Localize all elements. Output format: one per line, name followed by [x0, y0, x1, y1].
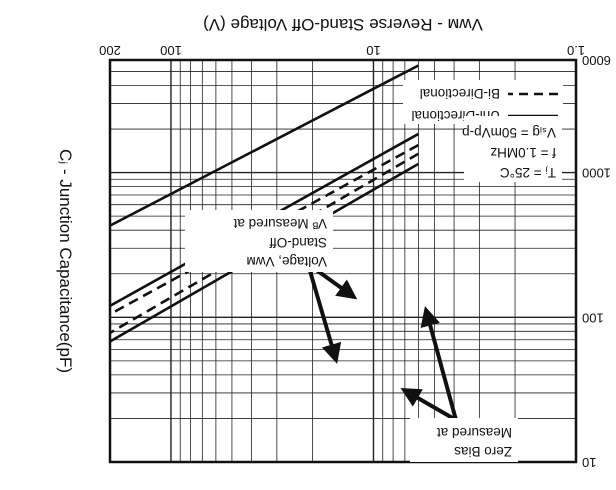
y-tick-label: 10	[582, 455, 596, 470]
annotation-zero-bias: Zero Bias Measured at	[410, 418, 518, 462]
series-line-dashed	[109, 143, 420, 316]
y-tick-label: 100	[582, 310, 604, 325]
annotation-standoff-line-1: Voltage, Vᴡᴍ	[246, 254, 327, 269]
annotation-standoff: Voltage, Vᴡᴍ Stand-Off Vᴮ Measured at	[185, 210, 333, 272]
y-tick-label: 6000	[582, 53, 611, 68]
x-axis-title: Vᴡᴍ - Reverse Stand-Off Voltage (V)	[203, 15, 483, 34]
condition-temperature: Tⱼ = 25°C	[500, 165, 556, 180]
annotation-standoff-line-3: Vᴮ Measured at	[233, 216, 327, 231]
x-tick-label: 100	[160, 43, 182, 58]
annotation-standoff-background	[185, 210, 333, 272]
plot-frame	[108, 58, 578, 464]
series-line-solid	[109, 64, 420, 227]
annotation-zero-bias-background	[410, 418, 518, 462]
condition-signal: Vₛᵢɡ = 50mVp-p	[462, 125, 556, 140]
conditions-background	[464, 116, 562, 182]
x-tick-label: 10	[366, 43, 380, 58]
annotation-zero-bias-line-1: Zero Bias	[454, 444, 512, 459]
y-axis-title: Cⱼ - Junction Capacitance(pF)	[56, 149, 75, 373]
tick-labels: 1.0 10 100 200 10 100 1000 6000	[99, 43, 611, 470]
x-tick-label: 200	[99, 43, 121, 58]
annotation-arrow	[400, 388, 457, 422]
legend-label-bi-directional: Bi-Directional	[420, 86, 500, 101]
test-conditions: Tⱼ = 25°C f = 1.0MHz Vₛᵢɡ = 50mVp-p	[462, 116, 562, 182]
annotation-arrow	[306, 263, 342, 364]
annotation-zero-bias-line-2: Measured at	[437, 425, 512, 440]
annotation-standoff-line-2: Stand-Off	[269, 235, 327, 250]
x-tick-label: 1.0	[567, 43, 585, 58]
condition-frequency: f = 1.0MHz	[490, 145, 556, 160]
y-tick-label: 1000	[582, 166, 611, 181]
annotation-arrow	[420, 306, 458, 421]
